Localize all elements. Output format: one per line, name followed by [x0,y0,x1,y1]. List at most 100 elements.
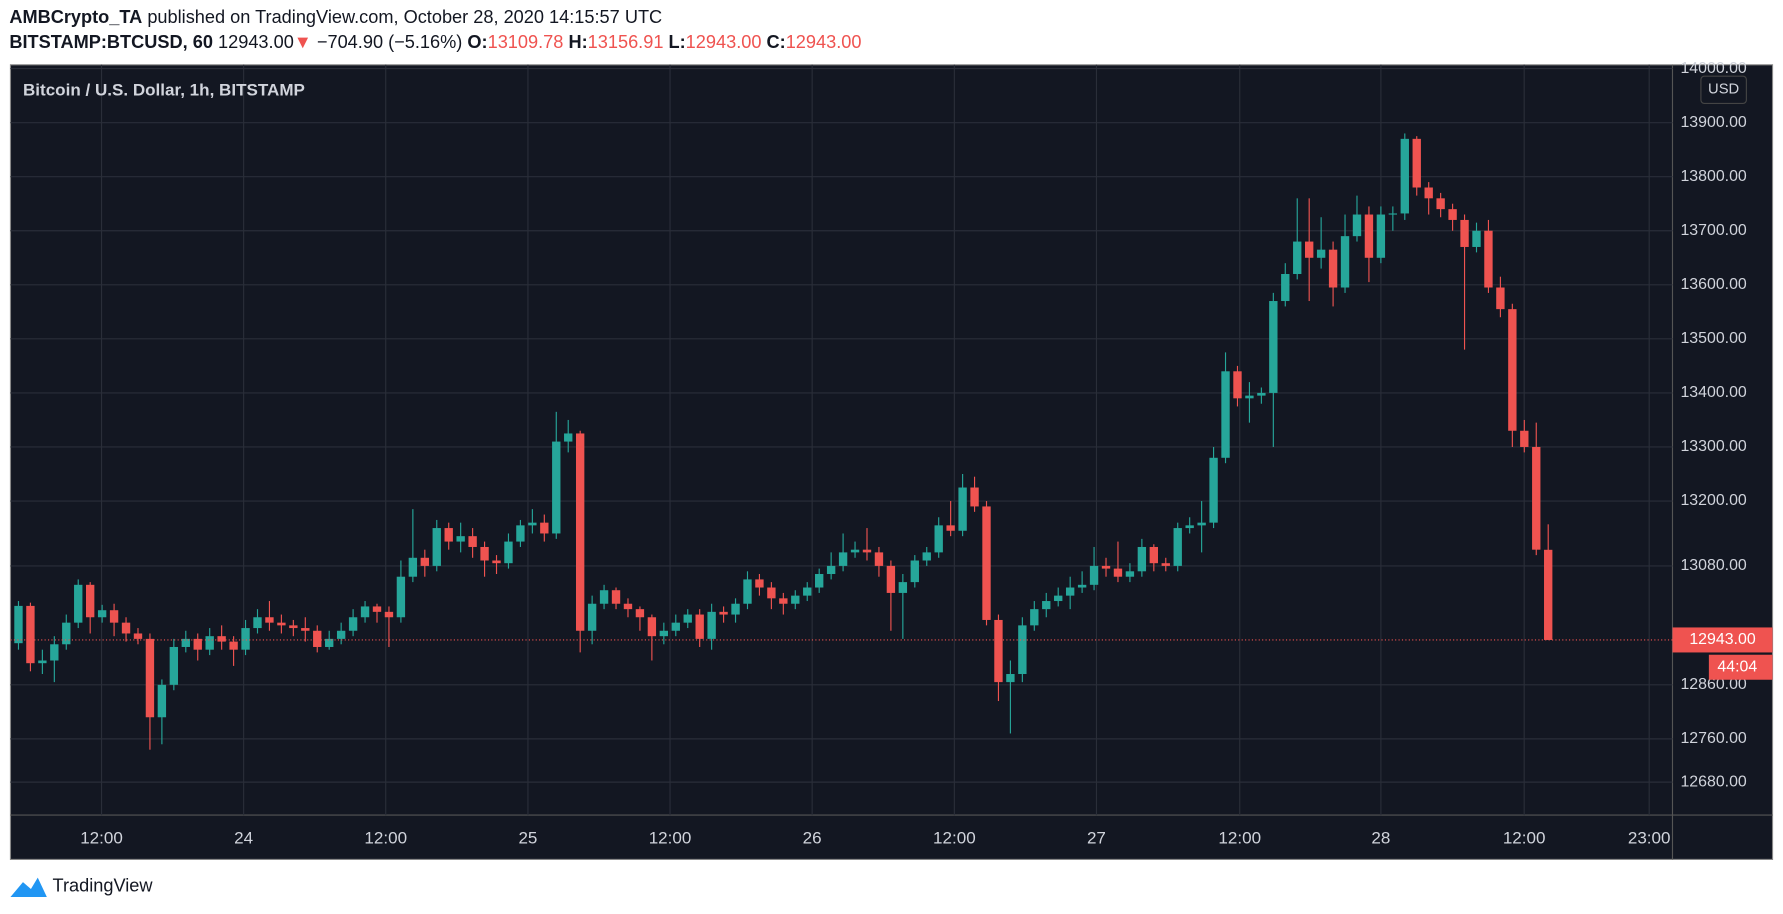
candle-body [803,587,812,596]
x-tick-label: 26 [803,828,822,847]
c-label: C: [767,32,786,52]
y-tick-label: 13800.00 [1680,168,1746,185]
x-tick-label: 23:00 [1628,828,1671,847]
y-tick-label: 13600.00 [1680,276,1746,293]
candle-body [133,633,143,639]
candle-body [38,660,47,664]
x-tick-label: 12:00 [80,828,123,847]
candle-body [1316,249,1326,258]
chart-bg [9,64,1774,861]
candle-body [575,433,585,631]
currency-button[interactable] [1700,75,1747,105]
candle-body [193,638,202,650]
candle-body [1496,287,1505,310]
candle-body [731,603,740,615]
candle-body [336,630,346,639]
last-price-label: 12943.00 [1689,631,1755,648]
candle-body [348,617,358,631]
candle-body [970,487,979,507]
candle-body [205,636,214,650]
grid [10,64,1673,816]
candle-body [552,441,561,534]
currency[interactable]: USD [1708,82,1739,98]
brand: TradingView [53,876,154,896]
candle-body [169,646,179,685]
candle-body [922,552,931,561]
candle-body [1352,214,1362,237]
candle-body [647,617,657,637]
candle-body [623,603,633,610]
candle-body [468,536,477,547]
candle-body [1448,209,1457,220]
candle-body [26,605,35,664]
candle-body [1030,609,1039,626]
candle-body [1281,273,1290,302]
candle-body [265,617,274,623]
header-line-2: BITSTAMP:BTCUSD, 60 12943.00▼ −704.90 (−… [9,32,861,52]
candle-body [1054,595,1063,602]
candle-body [1484,230,1493,288]
candle-body [1424,187,1433,199]
header-line-1: AMBCrypto_TA published on TradingView.co… [9,7,662,27]
candle-body [719,611,728,615]
candle-body [1436,198,1445,210]
candle-body [886,565,896,593]
x-tick-label: 24 [234,828,253,847]
candles [10,133,1673,750]
candle-body [444,528,453,542]
candle-body [1520,430,1529,447]
candle-body [50,644,59,661]
x-tick-label: 25 [518,828,537,847]
candle-body [1221,371,1230,458]
candle-body [1304,241,1314,258]
candle-body [325,638,334,647]
candle-body [253,617,262,629]
o-label: O: [467,32,487,52]
candle-body [229,641,238,650]
y-tick-label: 13900.00 [1680,114,1746,131]
candle-body [1113,568,1123,577]
axis-labels: 14000.00 13900.00 13800.00 13700.00 13600.00… [80,60,1773,847]
candle-body [1544,549,1553,640]
candle-body [241,628,250,650]
candle-body [1089,565,1099,585]
candle-body [1532,446,1541,550]
y-tick-label: 12760.00 [1680,730,1746,747]
candle-body [456,536,465,542]
candle-body [540,522,549,534]
x-tick-label: 12:00 [1503,828,1546,847]
candle-body [659,630,669,637]
candle-body [1400,138,1409,214]
candle-body [1269,301,1278,393]
candle-body [671,622,680,631]
last: 12943.00 [218,32,294,52]
l-label: L: [669,32,686,52]
pane-title: Bitcoin / U.S. Dollar, 1h, BITSTAMP [23,80,305,99]
candle-body [121,622,131,634]
candle-body [62,622,71,645]
candle-body [492,560,501,564]
candle-body [850,549,860,553]
candle-body [313,630,322,647]
candle-body [504,541,513,564]
candle-body [1185,525,1194,529]
candle-body [1293,241,1302,274]
candle-body [994,619,1003,683]
logo-icon [10,877,47,897]
candle-body [1364,214,1374,258]
candle-body [157,684,167,718]
countdown-tag [1708,654,1773,680]
candle-body [181,638,190,647]
candle-body [289,625,298,629]
candle-body [1125,571,1135,577]
y-tick-label: 13300.00 [1680,438,1746,455]
candle-body [587,603,597,631]
candle-body [1101,565,1111,569]
candle-body [1161,563,1170,566]
y-tick-label: 12860.00 [1680,676,1746,693]
countdown: 44:04 [1717,658,1757,675]
y-tick-label: 12680.00 [1680,773,1746,790]
candle-body [743,579,752,604]
candle-body [1006,674,1015,683]
